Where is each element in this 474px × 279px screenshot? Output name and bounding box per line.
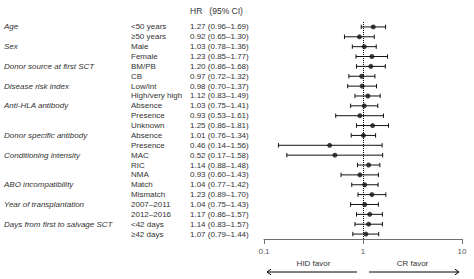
svg-text:Presence: Presence xyxy=(131,111,165,120)
svg-text:1.23 (0.85–1.77): 1.23 (0.85–1.77) xyxy=(190,52,249,61)
svg-text:MAC: MAC xyxy=(131,151,149,160)
svg-text:1.04 (0.77–1.42): 1.04 (0.77–1.42) xyxy=(190,180,249,189)
svg-text:0.92 (0.65–1.30): 0.92 (0.65–1.30) xyxy=(190,32,249,41)
svg-text:1.17 (0.86–1.57): 1.17 (0.86–1.57) xyxy=(190,210,249,219)
svg-text:2007–2011: 2007–2011 xyxy=(131,200,171,209)
svg-text:HR (95% CI): HR (95% CI) xyxy=(190,6,243,16)
svg-text:RIC: RIC xyxy=(131,161,145,170)
svg-text:0.52 (0.17–1.58): 0.52 (0.17–1.58) xyxy=(190,151,249,160)
svg-text:1.14 (0.83–1.57): 1.14 (0.83–1.57) xyxy=(190,220,249,229)
svg-text:1.01 (0.76–1.34): 1.01 (0.76–1.34) xyxy=(190,131,249,140)
svg-text:0.46 (0.14–1.56): 0.46 (0.14–1.56) xyxy=(190,141,249,150)
svg-text:Unknown: Unknown xyxy=(131,121,164,130)
svg-text:BM/PB: BM/PB xyxy=(131,62,156,71)
svg-text:CR favor: CR favor xyxy=(397,259,429,268)
svg-text:2012–2016: 2012–2016 xyxy=(131,210,172,219)
svg-text:0.97 (0.72–1.32): 0.97 (0.72–1.32) xyxy=(190,72,249,81)
svg-text:Donor specific antibody: Donor specific antibody xyxy=(4,131,88,140)
svg-text:NMA: NMA xyxy=(131,170,149,179)
svg-text:1.20 (0.86–1.68): 1.20 (0.86–1.68) xyxy=(190,62,249,71)
svg-text:Conditioning intensity: Conditioning intensity xyxy=(4,151,81,160)
svg-text:0.98 (0.70–1.37): 0.98 (0.70–1.37) xyxy=(190,82,249,91)
svg-text:1.14 (0.88–1.48): 1.14 (0.88–1.48) xyxy=(190,161,249,170)
svg-text:1.25 (0.86–1.81): 1.25 (0.86–1.81) xyxy=(190,121,249,130)
svg-text:Low/int: Low/int xyxy=(131,82,157,91)
svg-text:1.12 (0.83–1.49): 1.12 (0.83–1.49) xyxy=(190,91,249,100)
svg-text:Absence: Absence xyxy=(131,131,163,140)
svg-text:1: 1 xyxy=(361,247,366,256)
svg-text:Male: Male xyxy=(131,42,149,51)
svg-text:0.93 (0.53–1.61): 0.93 (0.53–1.61) xyxy=(190,111,249,120)
svg-text:Match: Match xyxy=(131,180,153,189)
svg-text:Anti-HLA antibody: Anti-HLA antibody xyxy=(3,101,69,110)
svg-text:Donor source at first SCT: Donor source at first SCT xyxy=(4,62,95,71)
svg-text:Sex: Sex xyxy=(4,42,19,51)
svg-text:Female: Female xyxy=(131,52,158,61)
svg-text:≥50 years: ≥50 years xyxy=(131,32,166,41)
svg-text:ABO incompatibility: ABO incompatibility xyxy=(3,180,74,189)
svg-text:Disease risk index: Disease risk index xyxy=(4,82,70,91)
svg-text:Presence: Presence xyxy=(131,141,165,150)
svg-text:0.1: 0.1 xyxy=(258,247,270,256)
svg-text:1.03 (0.78–1.36): 1.03 (0.78–1.36) xyxy=(190,42,249,51)
svg-text:0.93 (0.60–1.43): 0.93 (0.60–1.43) xyxy=(190,170,249,179)
svg-text:Days from first to salvage SCT: Days from first to salvage SCT xyxy=(4,220,114,229)
svg-text:1.27 (0.96–1.69): 1.27 (0.96–1.69) xyxy=(190,22,249,31)
svg-text:High/very high: High/very high xyxy=(131,91,182,100)
svg-text:Year of transplantation: Year of transplantation xyxy=(4,200,85,209)
svg-text:1.03 (0.75–1.41): 1.03 (0.75–1.41) xyxy=(190,101,249,110)
svg-text:Age: Age xyxy=(3,22,19,31)
svg-text:10: 10 xyxy=(458,247,467,256)
svg-text:<50 years: <50 years xyxy=(131,22,166,31)
svg-text:<42 days: <42 days xyxy=(131,220,164,229)
svg-text:1.04 (0.75–1.43): 1.04 (0.75–1.43) xyxy=(190,200,249,209)
svg-text:≥42 days: ≥42 days xyxy=(131,230,163,239)
svg-text:Absence: Absence xyxy=(131,101,163,110)
svg-text:1.07 (0.79–1.44): 1.07 (0.79–1.44) xyxy=(190,230,249,239)
svg-text:HID favor: HID favor xyxy=(297,259,331,268)
svg-text:Mismatch: Mismatch xyxy=(131,190,165,199)
svg-text:1.23 (0.89–1.70): 1.23 (0.89–1.70) xyxy=(190,190,249,199)
svg-text:CB: CB xyxy=(131,72,142,81)
